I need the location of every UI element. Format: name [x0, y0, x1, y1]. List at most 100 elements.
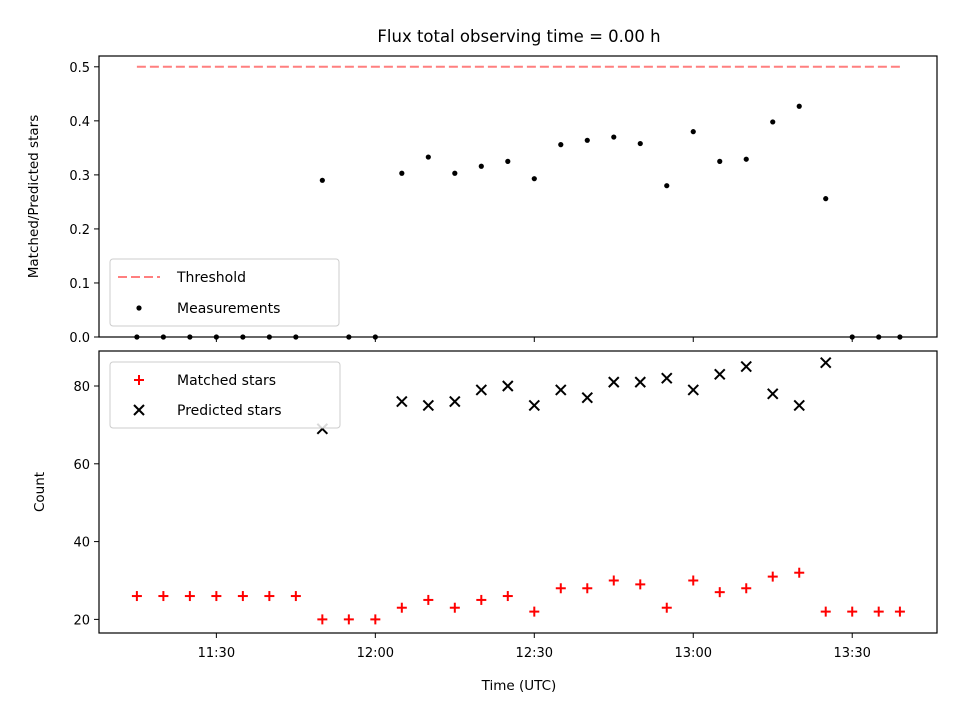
top-y-tick-label: 0.2	[69, 223, 90, 238]
matched-star-point	[449, 602, 460, 613]
measurement-point	[611, 134, 617, 140]
bottom-axes-frame	[98, 350, 938, 634]
bottom-y-axis-label: Count	[32, 472, 48, 512]
measurement-point	[743, 156, 749, 162]
top-y-tick-label: 0.1	[69, 277, 90, 292]
predicted-star-mark	[449, 395, 461, 408]
predicted-star-mark	[687, 384, 699, 396]
matched-star-point	[264, 591, 275, 602]
predicted-star-mark	[528, 399, 541, 412]
predicted-star-point	[449, 395, 461, 408]
matched-star-point	[184, 591, 195, 602]
measurement-point	[505, 158, 511, 164]
matched-star-point	[894, 606, 905, 617]
matched-star-point	[741, 583, 752, 594]
measurement-point	[690, 129, 696, 135]
predicted-star-mark	[555, 384, 567, 396]
measurement-point	[531, 176, 537, 182]
measurement-point	[823, 196, 829, 202]
bottom-legend: Matched stars Predicted stars	[109, 361, 341, 429]
legend-predicted-label: Predicted stars	[177, 403, 282, 419]
predicted-star-point	[793, 399, 805, 412]
predicted-star-point	[608, 376, 620, 388]
predicted-star-point	[502, 380, 514, 392]
measurement-point	[425, 154, 431, 160]
top-legend-box	[109, 258, 340, 327]
predicted-star-point	[396, 395, 408, 408]
bottom-y-tick-label: 80	[73, 380, 90, 395]
matched-star-point	[714, 587, 725, 598]
predicted-star-point	[528, 399, 541, 412]
matched-star-point	[847, 606, 858, 617]
measurements-legend-swatch	[136, 305, 142, 311]
measurement-point	[796, 103, 802, 109]
x-axis-label: Time (UTC)	[481, 678, 557, 694]
matched-star-point	[794, 567, 805, 578]
predicted-star-mark	[396, 395, 408, 408]
top-y-axis-label: Matched/Predicted stars	[26, 115, 42, 278]
measurement-point	[717, 158, 723, 164]
predicted-star-point	[422, 399, 435, 412]
matched-star-point	[317, 614, 328, 625]
predicted-star-mark	[820, 356, 832, 369]
matched-star-point	[502, 591, 513, 602]
top-y-tick-label: 0.0	[69, 331, 90, 346]
predicted-star-point	[740, 360, 752, 373]
measurement-point	[399, 170, 405, 176]
measurement-point	[584, 137, 590, 143]
top-y-tick-label: 0.5	[69, 61, 90, 76]
x-tick-label: 13:30	[833, 646, 870, 661]
legend-matched-label: Matched stars	[177, 373, 276, 389]
matched-star-point	[396, 602, 407, 613]
predicted-star-point	[581, 391, 593, 404]
matched-star-point	[370, 614, 381, 625]
predicted-star-mark	[422, 399, 435, 412]
matched-star-point	[290, 591, 301, 602]
measurement-point	[664, 183, 670, 189]
matched-star-point	[608, 575, 619, 586]
bottom-grid-layer: 20 40 60 80 11:30 12:00 12:30 13:00 13:30	[73, 356, 905, 661]
matched-star-point	[529, 606, 540, 617]
matched-star-point	[237, 591, 248, 602]
predicted-star-point	[767, 388, 779, 400]
bottom-y-tick-label: 40	[73, 536, 90, 551]
predicted-star-point	[820, 356, 832, 369]
matched-star-point	[476, 594, 487, 605]
bottom-y-tick-label: 20	[73, 613, 90, 628]
top-panel: 0.0 0.1 0.2 0.3 0.4 0.5 Matched/Predicted sta…	[26, 55, 938, 346]
bottom-y-tick-label: 60	[73, 458, 90, 473]
predicted-star-mark	[581, 391, 593, 404]
predicted-star-mark	[661, 372, 673, 384]
matched-star-point	[582, 583, 593, 594]
matched-star-point	[423, 594, 434, 605]
predicted-star-point	[661, 372, 673, 384]
x-tick-label: 12:00	[357, 646, 394, 661]
chart-title: Flux total observing time = 0.00 h	[377, 27, 660, 46]
top-y-tick-label: 0.3	[69, 169, 90, 184]
matched-star-point	[555, 583, 566, 594]
measurement-point	[637, 140, 643, 147]
predicted-star-mark	[740, 360, 752, 373]
measurement-point	[770, 119, 776, 125]
matched-star-point	[661, 602, 672, 613]
predicted-star-mark	[634, 376, 646, 388]
top-y-tick-label: 0.4	[69, 115, 90, 130]
top-grid-layer: 0.0 0.1 0.2 0.3 0.4 0.5	[69, 61, 903, 346]
x-tick-label: 11:30	[198, 646, 235, 661]
predicted-star-point	[687, 384, 699, 396]
top-axes-frame	[98, 55, 938, 338]
predicted-star-point	[475, 384, 488, 396]
legend-threshold-label: Threshold	[176, 270, 246, 286]
matched-star-point	[635, 579, 646, 590]
predicted-star-point	[555, 384, 567, 396]
matched-star-point	[343, 614, 354, 625]
measurement-point	[452, 170, 458, 176]
matched-star-point	[131, 591, 142, 602]
matched-star-point	[211, 591, 222, 602]
predicted-star-mark	[502, 380, 514, 392]
measurement-point	[558, 142, 564, 148]
top-legend: Threshold Measurements	[109, 258, 340, 327]
x-tick-label: 12:30	[516, 646, 553, 661]
